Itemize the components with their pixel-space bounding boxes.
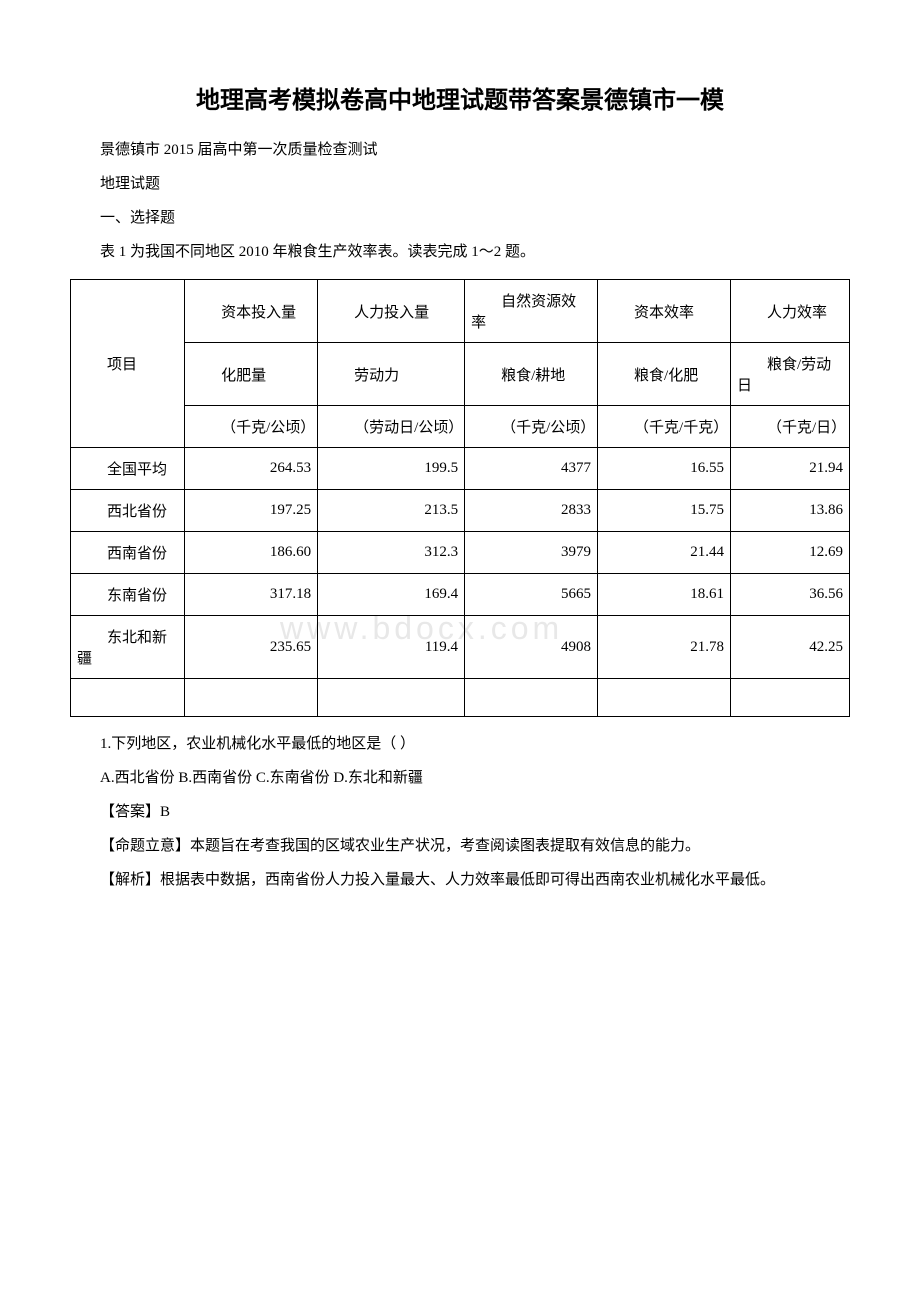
unit-5: （千克/日） (731, 406, 850, 448)
table-cell: 2833 (465, 490, 598, 532)
table-empty-row (71, 679, 850, 717)
sub-col-2: 劳动力 (318, 343, 465, 406)
sub-col-1: 化肥量 (185, 343, 318, 406)
table-cell: 186.60 (185, 532, 318, 574)
table-cell: 3979 (465, 532, 598, 574)
unit-1: （千克/公顷） (185, 406, 318, 448)
sub-col-3: 粮食/耕地 (465, 343, 598, 406)
table-cell: 42.25 (731, 616, 850, 679)
table-cell: 21.78 (598, 616, 731, 679)
table-cell: 12.69 (731, 532, 850, 574)
table-cell: 13.86 (731, 490, 850, 532)
row-label: 东北和新疆 (71, 616, 185, 679)
table-cell: 5665 (465, 574, 598, 616)
table-row: 全国平均 264.53 199.5 4377 16.55 21.94 (71, 448, 850, 490)
table-cell: 312.3 (318, 532, 465, 574)
table-cell: 199.5 (318, 448, 465, 490)
question-text: 1.下列地区，农业机械化水平最低的地区是（ ） (70, 729, 850, 759)
unit-3: （千克/公顷） (465, 406, 598, 448)
intent-text: 【命题立意】本题旨在考查我国的区域农业生产状况，考查阅读图表提取有效信息的能力。 (70, 831, 850, 861)
row-label: 西北省份 (71, 490, 185, 532)
answer-text: 【答案】B (70, 797, 850, 827)
col-header-3: 自然资源效率 (465, 280, 598, 343)
table-cell: 264.53 (185, 448, 318, 490)
page-title: 地理高考模拟卷高中地理试题带答案景德镇市一模 (70, 80, 850, 115)
row-label: 西南省份 (71, 532, 185, 574)
unit-4: （千克/千克） (598, 406, 731, 448)
col-header-1: 资本投入量 (185, 280, 318, 343)
table-header-row-2: 化肥量 劳动力 粮食/耕地 粮食/化肥 粮食/劳动日 (71, 343, 850, 406)
table-cell: 119.4 (318, 616, 465, 679)
table-cell: 235.65 (185, 616, 318, 679)
empty-cell (465, 679, 598, 717)
empty-cell (731, 679, 850, 717)
table-cell: 15.75 (598, 490, 731, 532)
table-cell: 4908 (465, 616, 598, 679)
data-table: 项目 资本投入量 人力投入量 自然资源效率 资本效率 人力效率 化肥量 劳动力 … (70, 279, 850, 717)
empty-cell (71, 679, 185, 717)
table-cell: 213.5 (318, 490, 465, 532)
table-header-row-1: 项目 资本投入量 人力投入量 自然资源效率 资本效率 人力效率 (71, 280, 850, 343)
empty-cell (318, 679, 465, 717)
table-row: 西北省份 197.25 213.5 2833 15.75 13.86 (71, 490, 850, 532)
col-header-0: 项目 (71, 280, 185, 448)
empty-cell (185, 679, 318, 717)
table-cell: 16.55 (598, 448, 731, 490)
table-cell: 21.94 (731, 448, 850, 490)
col-header-5: 人力效率 (731, 280, 850, 343)
col-header-4: 资本效率 (598, 280, 731, 343)
col-header-2: 人力投入量 (318, 280, 465, 343)
table-header-row-3: （千克/公顷） （劳动日/公顷） （千克/公顷） （千克/千克） （千克/日） (71, 406, 850, 448)
sub-col-4: 粮食/化肥 (598, 343, 731, 406)
row-label: 东南省份 (71, 574, 185, 616)
question-options: A.西北省份 B.西南省份 C.东南省份 D.东北和新疆 (70, 763, 850, 793)
analysis-text: 【解析】根据表中数据，西南省份人力投入量最大、人力效率最低即可得出西南农业机械化… (70, 865, 850, 895)
intro-line-2: 地理试题 (70, 169, 850, 199)
intro-line-4: 表 1 为我国不同地区 2010 年粮食生产效率表。读表完成 1～2 题。 (70, 237, 850, 267)
table-cell: 317.18 (185, 574, 318, 616)
table-cell: 4377 (465, 448, 598, 490)
unit-2: （劳动日/公顷） (318, 406, 465, 448)
table-row: 西南省份 186.60 312.3 3979 21.44 12.69 (71, 532, 850, 574)
table-row: 东南省份 317.18 169.4 5665 18.61 36.56 (71, 574, 850, 616)
table-cell: 21.44 (598, 532, 731, 574)
table-row: 东北和新疆 235.65 119.4 4908 21.78 42.25 (71, 616, 850, 679)
table-cell: 169.4 (318, 574, 465, 616)
table-cell: 18.61 (598, 574, 731, 616)
row-label: 全国平均 (71, 448, 185, 490)
table-cell: 36.56 (731, 574, 850, 616)
intro-line-1: 景德镇市 2015 届高中第一次质量检查测试 (70, 135, 850, 165)
intro-line-3: 一、选择题 (70, 203, 850, 233)
empty-cell (598, 679, 731, 717)
sub-col-5: 粮食/劳动日 (731, 343, 850, 406)
table-cell: 197.25 (185, 490, 318, 532)
